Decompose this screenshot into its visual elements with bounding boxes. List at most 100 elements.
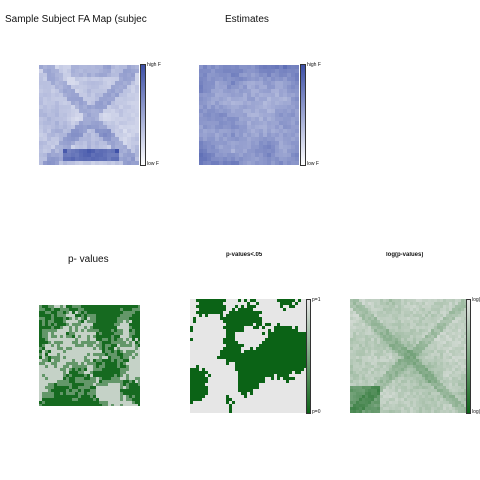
- map-pixel: [231, 65, 236, 70]
- map-pixel: [93, 404, 97, 406]
- map-pixel: [241, 395, 245, 399]
- map-pixel: [105, 329, 109, 333]
- map-pixel: [410, 299, 414, 303]
- map-pixel: [256, 401, 260, 405]
- map-pixel: [374, 356, 378, 360]
- map-pixel: [75, 338, 79, 342]
- map-pixel: [268, 365, 272, 369]
- map-pixel: [350, 332, 354, 336]
- map-pixel: [81, 320, 85, 324]
- map-pixel: [295, 371, 299, 375]
- map-pixel: [253, 329, 257, 333]
- map-pixel: [458, 305, 462, 309]
- map-pixel: [449, 359, 453, 363]
- map-pixel: [238, 302, 242, 306]
- map-pixel: [464, 344, 466, 348]
- map-pixel: [214, 347, 218, 351]
- map-pixel: [214, 383, 218, 387]
- map-pixel: [386, 311, 390, 315]
- map-pixel: [365, 320, 369, 324]
- map-pixel: [123, 347, 127, 351]
- map-pixel: [84, 365, 88, 369]
- map-pixel: [259, 389, 263, 393]
- map-pixel: [99, 69, 104, 74]
- map-pixel: [93, 401, 97, 405]
- map-pixel: [43, 125, 48, 130]
- map-pixel: [398, 341, 402, 345]
- map-pixel: [87, 353, 91, 357]
- map-pixel: [383, 323, 387, 327]
- map-pixel: [353, 317, 357, 321]
- map-pixel: [202, 341, 206, 345]
- map-pixel: [238, 410, 242, 413]
- map-pixel: [227, 113, 232, 118]
- map-pixel: [114, 344, 118, 348]
- map-pixel: [231, 157, 236, 162]
- map-pixel: [419, 338, 423, 342]
- map-pixel: [404, 338, 408, 342]
- map-pixel: [217, 320, 221, 324]
- map-pixel: [42, 389, 46, 393]
- map-pixel: [196, 350, 200, 354]
- map-pixel: [253, 389, 257, 393]
- pvalues-thresh-image: [190, 299, 306, 413]
- map-pixel: [452, 353, 456, 357]
- map-pixel: [215, 113, 220, 118]
- map-pixel: [63, 69, 68, 74]
- map-pixel: [455, 368, 459, 372]
- map-pixel: [66, 347, 70, 351]
- map-pixel: [365, 362, 369, 366]
- map-pixel: [383, 305, 387, 309]
- map-pixel: [114, 374, 118, 378]
- map-pixel: [196, 368, 200, 372]
- map-pixel: [39, 161, 44, 165]
- map-pixel: [243, 65, 248, 70]
- map-pixel: [275, 89, 280, 94]
- map-pixel: [67, 101, 72, 106]
- map-pixel: [205, 377, 209, 381]
- map-pixel: [425, 326, 429, 330]
- map-pixel: [283, 338, 287, 342]
- map-pixel: [63, 344, 67, 348]
- map-pixel: [42, 308, 46, 312]
- map-pixel: [235, 344, 239, 348]
- map-pixel: [301, 347, 305, 351]
- map-pixel: [229, 350, 233, 354]
- map-pixel: [241, 407, 245, 411]
- map-pixel: [283, 149, 288, 154]
- fa-map-colorbar: [140, 64, 146, 166]
- map-pixel: [208, 374, 212, 378]
- map-pixel: [359, 356, 363, 360]
- map-pixel: [277, 359, 281, 363]
- map-pixel: [59, 117, 64, 122]
- map-pixel: [292, 359, 296, 363]
- map-pixel: [107, 133, 112, 138]
- map-pixel: [215, 161, 220, 165]
- map-pixel: [374, 317, 378, 321]
- map-pixel: [244, 365, 248, 369]
- map-pixel: [356, 347, 360, 351]
- map-pixel: [103, 153, 108, 158]
- map-pixel: [410, 326, 414, 330]
- map-pixel: [208, 341, 212, 345]
- map-pixel: [410, 341, 414, 345]
- map-pixel: [389, 380, 393, 384]
- map-pixel: [54, 338, 58, 342]
- map-pixel: [359, 317, 363, 321]
- map-pixel: [386, 326, 390, 330]
- map-pixel: [377, 371, 381, 375]
- map-pixel: [241, 323, 245, 327]
- map-pixel: [280, 338, 284, 342]
- map-pixel: [392, 347, 396, 351]
- map-pixel: [226, 371, 230, 375]
- map-pixel: [67, 81, 72, 86]
- map-pixel: [440, 356, 444, 360]
- map-pixel: [295, 389, 299, 393]
- map-pixel: [256, 329, 260, 333]
- map-pixel: [227, 89, 232, 94]
- map-pixel: [226, 356, 230, 360]
- map-pixel: [353, 314, 357, 318]
- map-pixel: [202, 326, 206, 330]
- map-pixel: [247, 73, 252, 78]
- map-pixel: [202, 350, 206, 354]
